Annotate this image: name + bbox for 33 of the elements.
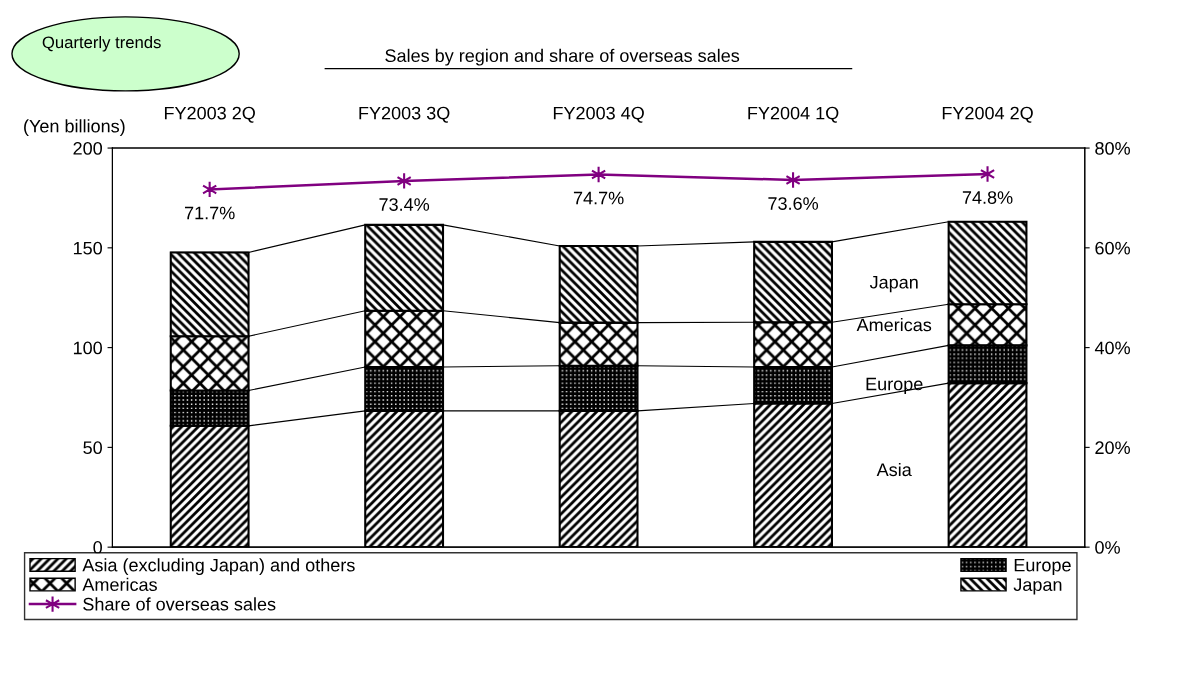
chart-title: Sales by region and share of overseas sales	[385, 48, 740, 66]
data-label: 73.6%	[768, 197, 819, 210]
y2-tick-label: 0%	[1095, 541, 1120, 554]
legend-label: Americas	[82, 577, 157, 592]
x-tick-label: FY2003 2Q	[164, 106, 255, 123]
y2-tick-label: 20%	[1095, 441, 1130, 455]
annotation: Americas	[856, 318, 932, 332]
annotation: Japan	[869, 276, 918, 293]
text: Quarterly trends	[42, 35, 161, 52]
annotation: Europe	[866, 377, 923, 394]
legend-label: Europe	[1014, 558, 1071, 576]
y-axis-title: (Yen billions)	[24, 119, 125, 137]
legend-label: Japan	[1013, 578, 1062, 595]
y-tick-label: 200	[73, 141, 102, 155]
x-tick-label: FY2004 1Q	[748, 106, 839, 123]
y-tick-label: 50	[83, 441, 102, 455]
y-tick-label: 0	[93, 541, 102, 554]
legend-label: Asia (excluding Japan) and others	[82, 558, 355, 576]
y2-tick-label: 80%	[1095, 141, 1130, 155]
x-tick-label: FY2003 3Q	[359, 106, 450, 123]
x-tick-label: FY2004 2Q	[942, 106, 1033, 123]
data-label: 71.7%	[184, 206, 235, 220]
x-tick-label: FY2003 4Q	[553, 106, 644, 123]
point	[979, 165, 996, 183]
legend-label: Share of overseas sales	[83, 597, 276, 611]
y2-tick-label: 40%	[1094, 341, 1130, 355]
annotation: Asia	[876, 462, 912, 477]
data-label: 73.4%	[379, 198, 430, 211]
y-tick-label: 100	[73, 341, 102, 355]
data-label: 74.7%	[573, 191, 624, 205]
data-label: 74.8%	[962, 191, 1013, 204]
y2-tick-label: 60%	[1095, 241, 1130, 255]
y-tick-label: 150	[73, 241, 102, 255]
